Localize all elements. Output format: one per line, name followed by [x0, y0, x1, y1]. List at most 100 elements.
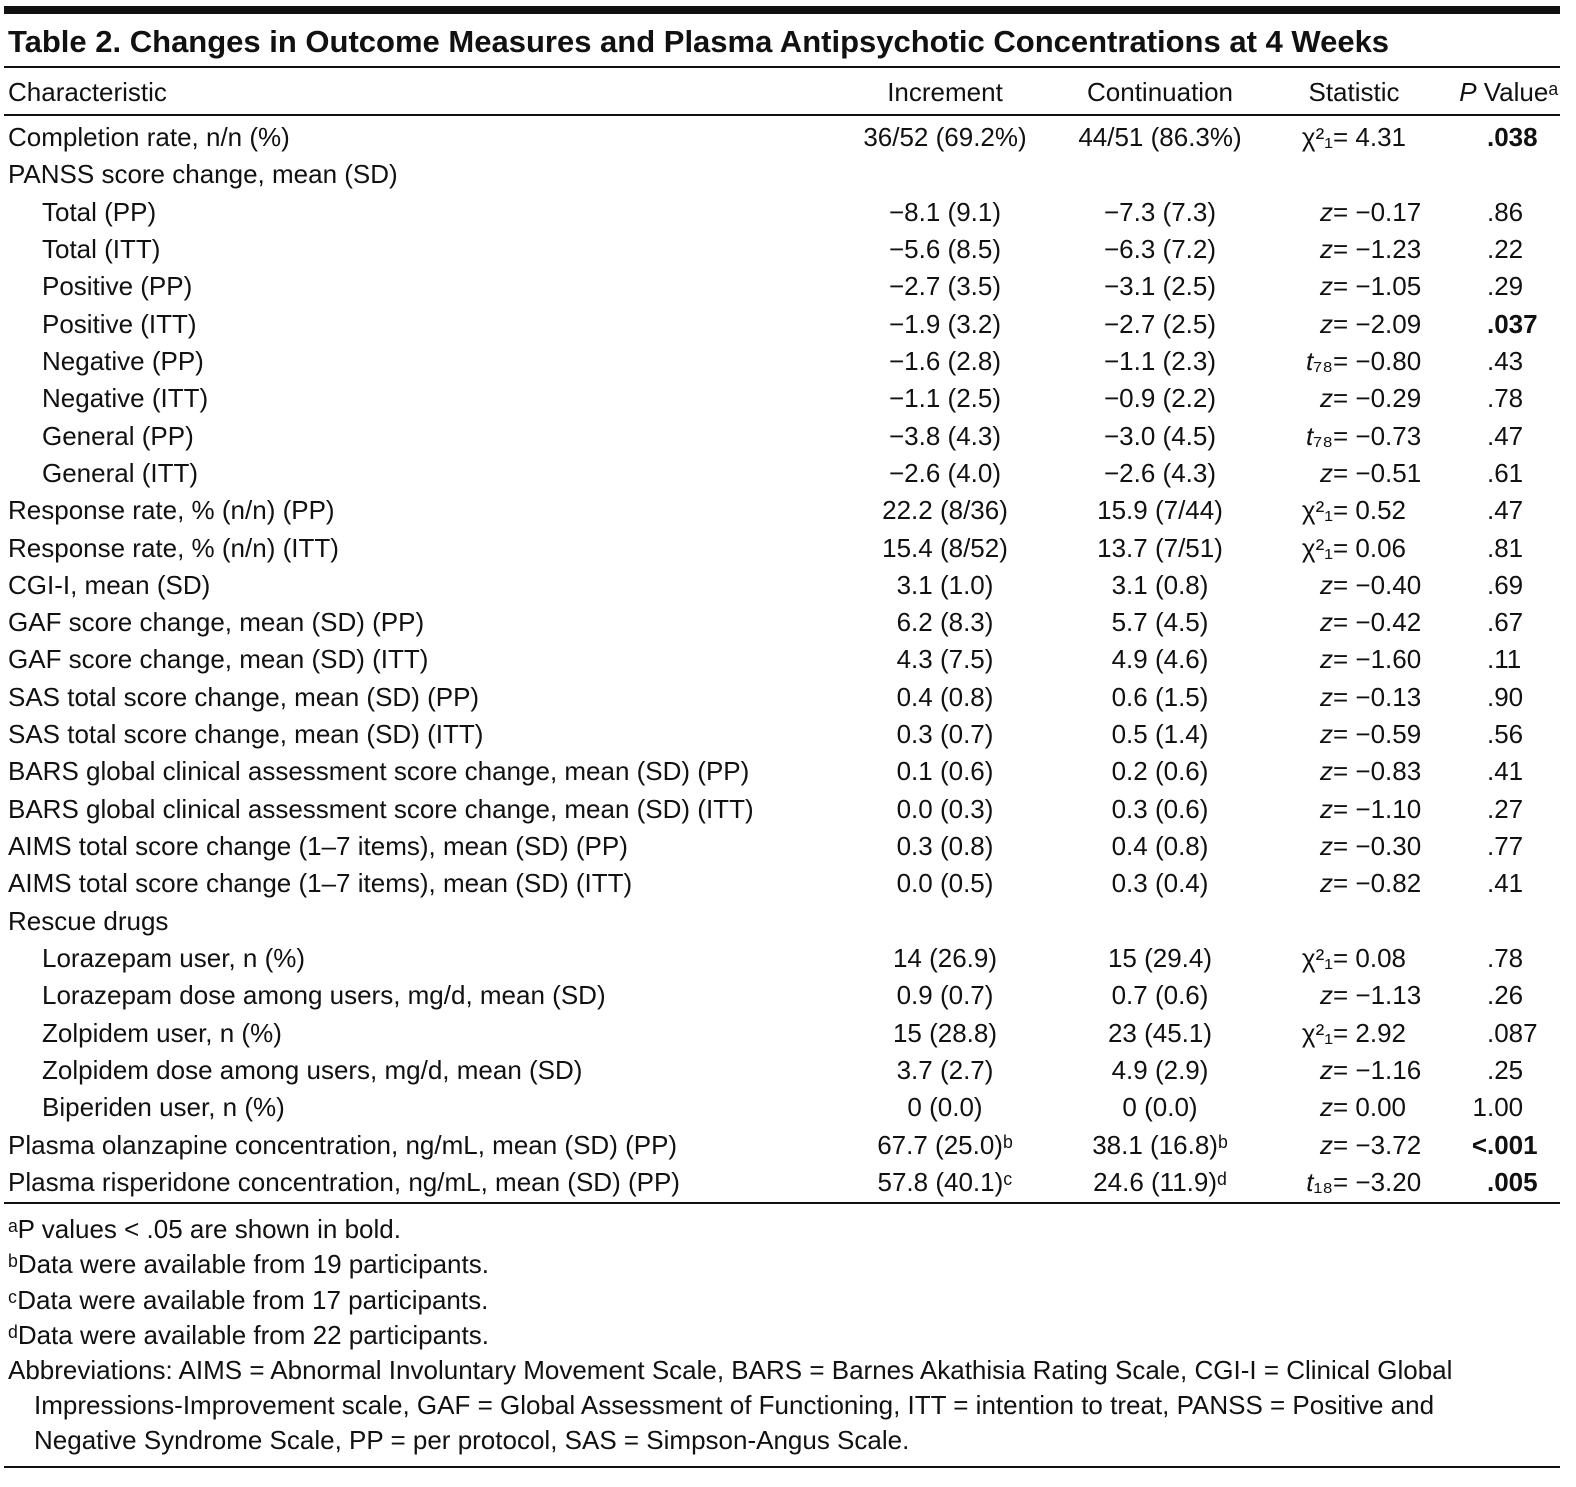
increment-cell: −8.1 (9.1): [888, 196, 1001, 227]
continuation-cell: −1.1 (2.3): [1103, 345, 1216, 376]
increment-cell: 0.3 (0.7): [896, 719, 994, 750]
statistic-cell: z = −0.13: [1320, 681, 1422, 712]
increment-cell: 36/52 (69.2%): [863, 122, 1027, 152]
statistic-cell: z = −0.40: [1320, 569, 1422, 600]
table-title: Table 2. Changes in Outcome Measures and…: [8, 24, 1390, 59]
footnote: ᵃP values < .05 are shown in bold.: [8, 1214, 401, 1244]
row-label: Lorazepam dose among users, mg/d, mean (…: [42, 980, 606, 1011]
increment-cell: 4.3 (7.5): [896, 644, 994, 675]
statistic-cell: χ²₁ = 0.08: [1301, 943, 1407, 974]
p-value-cell: .47: [1487, 495, 1524, 526]
row-label: GAF score change, mean (SD) (PP): [8, 607, 425, 638]
increment-cell: 0.9 (0.7): [896, 980, 994, 1011]
p-value-cell: .78: [1487, 383, 1524, 414]
p-value-cell: .81: [1487, 532, 1524, 563]
row-label: Plasma olanzapine concentration, ng/mL, …: [8, 1129, 678, 1160]
statistic-cell: χ²₁ = 0.52: [1301, 495, 1407, 526]
continuation-cell: 0.3 (0.6): [1111, 793, 1209, 824]
statistic-cell: z = −3.72: [1320, 1129, 1422, 1160]
increment-cell: −1.1 (2.5): [888, 383, 1001, 414]
row-label: Zolpidem user, n (%): [42, 1017, 282, 1048]
continuation-cell: 23 (45.1): [1107, 1017, 1213, 1048]
row-label: Response rate, % (n/n) (ITT): [8, 532, 339, 563]
p-value-cell: .087: [1487, 1017, 1538, 1048]
statistic-cell: z = −1.13: [1320, 980, 1422, 1011]
row-label: General (PP): [42, 420, 194, 451]
p-value-cell: .11: [1487, 644, 1522, 675]
continuation-cell: 15 (29.4): [1107, 943, 1213, 974]
p-value-cell: .41: [1487, 756, 1524, 787]
statistic-cell: z = −0.51: [1320, 457, 1422, 488]
continuation-cell: 5.7 (4.5): [1111, 607, 1209, 638]
row-label: General (ITT): [42, 457, 199, 488]
row-label: SAS total score change, mean (SD) (PP): [8, 681, 480, 712]
p-value-cell: 1.00: [1472, 1092, 1524, 1123]
column-header: Statistic: [1308, 77, 1400, 107]
increment-cell: 57.8 (40.1)ᶜ: [877, 1166, 1013, 1197]
row-label: AIMS total score change (1–7 items), mea…: [8, 868, 633, 899]
increment-cell: −2.7 (3.5): [888, 271, 1001, 302]
p-value-cell: .77: [1487, 831, 1524, 862]
statistic-cell: z = −0.30: [1320, 831, 1422, 862]
statistic-cell: z = −0.83: [1320, 756, 1422, 787]
statistic-cell: z = −0.82: [1320, 868, 1422, 899]
statistic-cell: t₁₈ = −3.20: [1306, 1166, 1422, 1197]
body-bottom-rule: [4, 1202, 1560, 1204]
bottom-rule: [4, 1466, 1560, 1468]
continuation-cell: 0.6 (1.5): [1111, 681, 1209, 712]
row-label: AIMS total score change (1–7 items), mea…: [8, 831, 628, 862]
statistic-cell: z = −0.29: [1320, 383, 1422, 414]
row-label: Lorazepam user, n (%): [42, 943, 306, 974]
continuation-cell: 0.7 (0.6): [1111, 980, 1209, 1011]
row-label: Plasma risperidone concentration, ng/mL,…: [8, 1166, 680, 1197]
increment-cell: 0.4 (0.8): [896, 681, 994, 712]
statistic-cell: z = −1.05: [1320, 271, 1422, 302]
p-value-cell: .90: [1487, 681, 1524, 712]
row-label: Negative (ITT): [42, 383, 209, 414]
statistic-cell: z = −1.60: [1320, 644, 1422, 675]
statistic-cell: χ²₁ = 2.92: [1301, 1017, 1407, 1048]
row-label: SAS total score change, mean (SD) (ITT): [8, 719, 484, 750]
row-label: GAF score change, mean (SD) (ITT): [8, 644, 429, 675]
increment-cell: 6.2 (8.3): [896, 607, 994, 638]
increment-cell: −5.6 (8.5): [888, 233, 1001, 264]
row-label: Positive (ITT): [42, 308, 197, 339]
footnote: ᵇData were available from 19 participant…: [8, 1249, 489, 1280]
p-value-cell: .86: [1487, 196, 1524, 227]
row-label: Rescue drugs: [8, 905, 169, 936]
header-bottom-rule: [4, 114, 1560, 116]
row-label: Total (ITT): [42, 233, 161, 264]
statistic-cell: t₇₈ = −0.80: [1306, 345, 1422, 376]
p-value-cell: .26: [1487, 980, 1524, 1011]
increment-cell: 3.7 (2.7): [896, 1055, 994, 1085]
continuation-cell: 13.7 (7/51): [1097, 532, 1223, 563]
statistic-cell: z = −0.17: [1320, 196, 1422, 227]
column-header: Characteristic: [8, 77, 167, 107]
continuation-cell: −0.9 (2.2): [1103, 383, 1216, 414]
increment-cell: 0.1 (0.6): [896, 756, 994, 787]
continuation-cell: −6.3 (7.2): [1103, 233, 1216, 264]
increment-cell: 0 (0.0): [907, 1092, 983, 1123]
p-value-cell: .78: [1487, 943, 1524, 974]
continuation-cell: 0 (0.0): [1122, 1092, 1198, 1123]
statistic-cell: z = −1.23: [1320, 233, 1422, 264]
statistic-cell: z = −2.09: [1320, 308, 1422, 339]
increment-cell: 3.1 (1.0): [896, 569, 994, 600]
row-label: Positive (PP): [42, 271, 193, 302]
increment-cell: 15 (28.8): [892, 1017, 998, 1048]
statistic-cell: z = −0.42: [1320, 607, 1422, 638]
p-value-cell: .56: [1487, 719, 1524, 750]
footnote: Abbreviations: AIMS = Abnormal Involunta…: [8, 1355, 1453, 1456]
row-label: BARS global clinical assessment score ch…: [8, 756, 750, 787]
row-label: Negative (PP): [42, 345, 204, 376]
increment-cell: −2.6 (4.0): [888, 457, 1001, 488]
p-value-cell: .43: [1487, 345, 1524, 376]
p-value-cell: .41: [1487, 868, 1524, 899]
increment-cell: 15.4 (8/52): [882, 532, 1008, 563]
p-value-cell: .67: [1487, 607, 1524, 638]
row-label: Total (PP): [42, 196, 157, 227]
continuation-cell: 3.1 (0.8): [1111, 569, 1209, 600]
statistic-cell: χ²₁ = 4.31: [1301, 122, 1407, 152]
increment-cell: −3.8 (4.3): [888, 420, 1001, 451]
